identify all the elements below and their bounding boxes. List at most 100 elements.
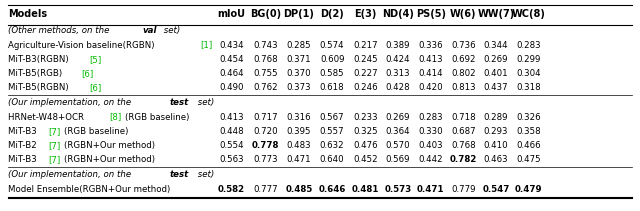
Text: set): set)	[195, 98, 214, 107]
Text: 0.344: 0.344	[484, 41, 508, 50]
Text: 0.313: 0.313	[386, 69, 410, 78]
Text: 0.640: 0.640	[320, 155, 344, 164]
Text: 0.475: 0.475	[516, 155, 541, 164]
Text: ND(4): ND(4)	[382, 9, 414, 19]
Text: 0.768: 0.768	[253, 55, 278, 64]
Text: 0.569: 0.569	[386, 155, 410, 164]
Text: (Other methods, on the: (Other methods, on the	[8, 26, 112, 35]
Text: set): set)	[195, 170, 214, 179]
Text: 0.371: 0.371	[287, 55, 311, 64]
Text: MiT-B3: MiT-B3	[8, 155, 39, 164]
Text: E(3): E(3)	[355, 9, 376, 19]
Text: [5]: [5]	[90, 55, 102, 64]
Text: [6]: [6]	[90, 83, 102, 92]
Text: 0.773: 0.773	[253, 155, 278, 164]
Text: 0.364: 0.364	[386, 127, 410, 136]
Text: MiT-B3(RGBN): MiT-B3(RGBN)	[8, 55, 71, 64]
Text: 0.574: 0.574	[320, 41, 344, 50]
Text: 0.246: 0.246	[353, 83, 378, 92]
Text: 0.618: 0.618	[320, 83, 344, 92]
Text: 0.471: 0.471	[417, 185, 444, 193]
Text: 0.585: 0.585	[320, 69, 344, 78]
Text: 0.325: 0.325	[353, 127, 378, 136]
Text: 0.373: 0.373	[287, 83, 311, 92]
Text: 0.442: 0.442	[419, 155, 443, 164]
Text: 0.609: 0.609	[320, 55, 344, 64]
Text: [1]: [1]	[200, 41, 212, 50]
Text: 0.434: 0.434	[220, 41, 244, 50]
Text: 0.476: 0.476	[353, 141, 378, 150]
Text: 0.245: 0.245	[353, 55, 378, 64]
Text: 0.485: 0.485	[285, 185, 312, 193]
Text: 0.547: 0.547	[483, 185, 509, 193]
Text: (Our implementation, on the: (Our implementation, on the	[8, 170, 134, 179]
Text: 0.563: 0.563	[220, 155, 244, 164]
Text: 0.401: 0.401	[484, 69, 508, 78]
Text: 0.557: 0.557	[320, 127, 344, 136]
Text: set): set)	[161, 26, 180, 35]
Text: 0.777: 0.777	[253, 185, 278, 193]
Text: MiT-B3: MiT-B3	[8, 127, 39, 136]
Text: 0.778: 0.778	[252, 141, 279, 150]
Text: 0.437: 0.437	[484, 83, 508, 92]
Text: (RGBN+Our method): (RGBN+Our method)	[64, 155, 155, 164]
Text: 0.720: 0.720	[253, 127, 278, 136]
Text: 0.227: 0.227	[353, 69, 378, 78]
Text: PS(5): PS(5)	[416, 9, 445, 19]
Text: Model Ensemble(RGBN+Our method): Model Ensemble(RGBN+Our method)	[8, 185, 170, 193]
Text: 0.483: 0.483	[287, 141, 311, 150]
Text: 0.304: 0.304	[516, 69, 541, 78]
Text: 0.490: 0.490	[220, 83, 244, 92]
Text: 0.768: 0.768	[451, 141, 476, 150]
Text: 0.779: 0.779	[451, 185, 476, 193]
Text: 0.813: 0.813	[451, 83, 476, 92]
Text: 0.573: 0.573	[385, 185, 412, 193]
Text: 0.452: 0.452	[353, 155, 378, 164]
Text: 0.316: 0.316	[287, 113, 311, 122]
Text: Models: Models	[8, 9, 47, 19]
Text: HRNet-W48+OCR: HRNet-W48+OCR	[8, 113, 86, 122]
Text: 0.293: 0.293	[484, 127, 508, 136]
Text: 0.299: 0.299	[516, 55, 541, 64]
Text: WC(8): WC(8)	[512, 9, 545, 19]
Text: 0.424: 0.424	[386, 55, 410, 64]
Text: val: val	[142, 26, 157, 35]
Text: 0.479: 0.479	[515, 185, 542, 193]
Text: (RGBN+Our method): (RGBN+Our method)	[64, 141, 155, 150]
Text: 0.464: 0.464	[220, 69, 244, 78]
Text: BG(0): BG(0)	[250, 9, 281, 19]
Text: 0.428: 0.428	[386, 83, 410, 92]
Text: (Our implementation, on the: (Our implementation, on the	[8, 98, 134, 107]
Text: 0.358: 0.358	[516, 127, 541, 136]
Text: 0.413: 0.413	[419, 55, 443, 64]
Text: 0.687: 0.687	[451, 127, 476, 136]
Text: 0.326: 0.326	[516, 113, 541, 122]
Text: test: test	[170, 170, 189, 179]
Text: 0.755: 0.755	[253, 69, 278, 78]
Text: 0.717: 0.717	[253, 113, 278, 122]
Text: 0.269: 0.269	[484, 55, 508, 64]
Text: 0.762: 0.762	[253, 83, 278, 92]
Text: DP(1): DP(1)	[284, 9, 314, 19]
Text: 0.269: 0.269	[386, 113, 410, 122]
Text: D(2): D(2)	[320, 9, 344, 19]
Text: Agriculture-Vision baseline(RGBN): Agriculture-Vision baseline(RGBN)	[8, 41, 157, 50]
Text: 0.283: 0.283	[419, 113, 443, 122]
Text: MiT-B5(RGBN): MiT-B5(RGBN)	[8, 83, 71, 92]
Text: 0.289: 0.289	[484, 113, 508, 122]
Text: 0.217: 0.217	[353, 41, 378, 50]
Text: (RGB baseline): (RGB baseline)	[64, 127, 129, 136]
Text: WW(7): WW(7)	[477, 9, 515, 19]
Text: MiT-B2: MiT-B2	[8, 141, 39, 150]
Text: 0.410: 0.410	[484, 141, 508, 150]
Text: 0.285: 0.285	[287, 41, 311, 50]
Text: 0.481: 0.481	[352, 185, 379, 193]
Text: (RGB baseline): (RGB baseline)	[125, 113, 189, 122]
Text: 0.736: 0.736	[451, 41, 476, 50]
Text: MiT-B5(RGB): MiT-B5(RGB)	[8, 69, 65, 78]
Text: 0.233: 0.233	[353, 113, 378, 122]
Text: mIoU: mIoU	[218, 9, 246, 19]
Text: 0.802: 0.802	[451, 69, 476, 78]
Text: 0.782: 0.782	[450, 155, 477, 164]
Text: 0.336: 0.336	[419, 41, 443, 50]
